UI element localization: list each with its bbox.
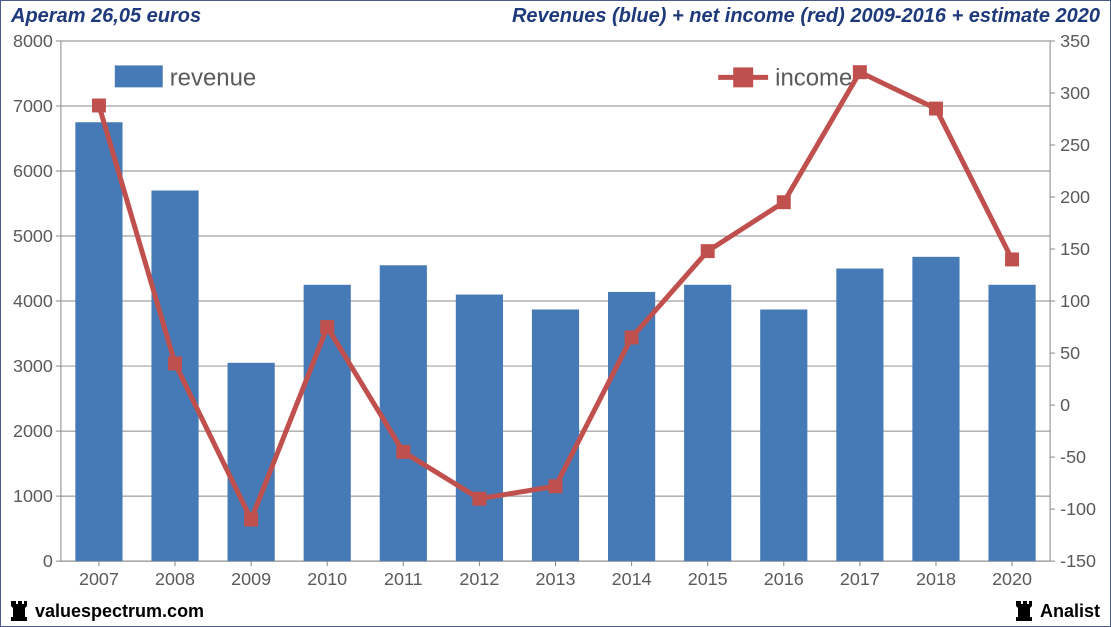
- bar-revenue: [532, 309, 579, 561]
- marker-income: [396, 445, 410, 459]
- y-right-tick: -100: [1060, 499, 1096, 519]
- legend-swatch-revenue: [115, 65, 163, 87]
- chart-svg: 010002000300040005000600070008000-150-10…: [1, 31, 1110, 596]
- y-left-tick: 5000: [13, 226, 53, 246]
- y-right-tick: 100: [1060, 291, 1090, 311]
- marker-income: [92, 98, 106, 112]
- bar-revenue: [760, 309, 807, 561]
- y-left-tick: 7000: [13, 96, 53, 116]
- marker-income: [853, 65, 867, 79]
- chart-frame: Aperam 26,05 euros Revenues (blue) + net…: [0, 0, 1111, 627]
- y-right-tick: -150: [1060, 551, 1096, 571]
- rook-icon: [1016, 601, 1034, 621]
- y-right-tick: 250: [1060, 135, 1090, 155]
- y-right-tick: 300: [1060, 83, 1090, 103]
- marker-income: [244, 513, 258, 527]
- x-tick: 2017: [840, 569, 880, 589]
- y-right-tick: 0: [1060, 395, 1070, 415]
- y-left-tick: 8000: [13, 31, 53, 51]
- bar-revenue: [836, 269, 883, 562]
- x-tick: 2007: [79, 569, 119, 589]
- marker-income: [472, 492, 486, 506]
- x-tick: 2012: [459, 569, 499, 589]
- bar-revenue: [684, 285, 731, 561]
- y-right-tick: 50: [1060, 343, 1080, 363]
- chart-header: Aperam 26,05 euros Revenues (blue) + net…: [1, 1, 1110, 31]
- footer-right-text: Analist: [1040, 601, 1100, 622]
- bar-revenue: [228, 363, 275, 561]
- x-tick: 2010: [307, 569, 347, 589]
- title-left: Aperam 26,05 euros: [11, 5, 201, 28]
- marker-income: [549, 479, 563, 493]
- marker-income: [168, 356, 182, 370]
- legend-label-income: income: [775, 64, 852, 91]
- bar-revenue: [912, 257, 959, 561]
- bar-revenue: [380, 265, 427, 561]
- legend-label-revenue: revenue: [170, 64, 257, 91]
- footer-right: Analist: [1016, 601, 1100, 622]
- y-right-tick: 150: [1060, 239, 1090, 259]
- rook-icon: [11, 601, 29, 621]
- bar-revenue: [988, 285, 1035, 561]
- legend-marker-income: [733, 67, 753, 87]
- title-right: Revenues (blue) + net income (red) 2009-…: [512, 5, 1100, 28]
- y-right-tick: 200: [1060, 187, 1090, 207]
- chart-area: 010002000300040005000600070008000-150-10…: [1, 31, 1110, 596]
- chart-footer: valuespectrum.com Analist: [1, 596, 1110, 626]
- bar-revenue: [151, 191, 198, 562]
- x-tick: 2020: [992, 569, 1032, 589]
- marker-income: [777, 195, 791, 209]
- x-tick: 2016: [764, 569, 804, 589]
- y-left-tick: 6000: [13, 161, 53, 181]
- x-tick: 2009: [231, 569, 271, 589]
- bar-revenue: [456, 295, 503, 562]
- y-left-tick: 4000: [13, 291, 53, 311]
- marker-income: [625, 330, 639, 344]
- x-tick: 2011: [384, 569, 423, 589]
- y-left-tick: 1000: [13, 486, 53, 506]
- marker-income: [929, 102, 943, 116]
- bar-revenue: [75, 122, 122, 561]
- y-right-tick: -50: [1060, 447, 1086, 467]
- x-tick: 2008: [155, 569, 195, 589]
- marker-income: [1005, 252, 1019, 266]
- footer-left: valuespectrum.com: [11, 601, 204, 622]
- x-tick: 2014: [612, 569, 652, 589]
- y-left-tick: 3000: [13, 356, 53, 376]
- marker-income: [320, 320, 334, 334]
- footer-left-text: valuespectrum.com: [35, 601, 204, 622]
- x-tick: 2015: [688, 569, 728, 589]
- marker-income: [701, 244, 715, 258]
- x-tick: 2018: [916, 569, 956, 589]
- x-tick: 2013: [536, 569, 576, 589]
- y-right-tick: 350: [1060, 31, 1090, 51]
- y-left-tick: 0: [43, 551, 53, 571]
- y-left-tick: 2000: [13, 421, 53, 441]
